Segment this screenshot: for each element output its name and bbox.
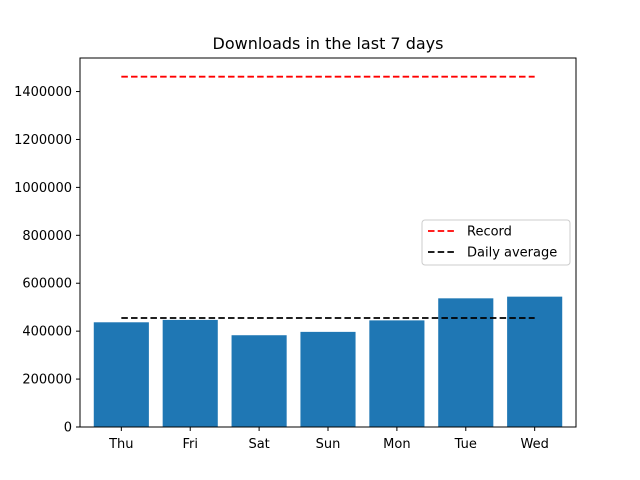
x-tick-label: Wed bbox=[520, 437, 548, 452]
x-tick-label: Sun bbox=[316, 437, 341, 452]
bar-tue bbox=[438, 298, 494, 427]
y-tick-label: 600000 bbox=[22, 277, 72, 292]
bar-sun bbox=[300, 331, 356, 427]
x-tick-label: Thu bbox=[108, 437, 133, 452]
bar-mon bbox=[369, 320, 425, 427]
y-tick-label: 200000 bbox=[22, 373, 72, 388]
y-tick-label: 400000 bbox=[22, 325, 72, 340]
y-tick-label: 800000 bbox=[22, 229, 72, 244]
bar-thu bbox=[93, 322, 149, 427]
x-tick-label: Fri bbox=[182, 437, 198, 452]
legend-box bbox=[421, 219, 571, 266]
bar-sat bbox=[231, 335, 287, 427]
bar-wed bbox=[507, 296, 563, 427]
x-tick-label: Mon bbox=[383, 437, 410, 452]
y-tick-label: 1000000 bbox=[14, 181, 72, 196]
legend-label: Daily average bbox=[467, 246, 557, 261]
y-tick-label: 1400000 bbox=[14, 85, 72, 100]
y-tick-label: 1200000 bbox=[14, 133, 72, 148]
x-tick-label: Tue bbox=[454, 437, 477, 452]
legend: Record Daily average bbox=[421, 219, 571, 266]
x-tick-label: Sat bbox=[248, 437, 269, 452]
chart-title: Downloads in the last 7 days bbox=[213, 34, 444, 53]
bar-fri bbox=[162, 319, 218, 427]
legend-label: Record bbox=[467, 225, 512, 240]
y-tick-label: 0 bbox=[64, 421, 72, 436]
